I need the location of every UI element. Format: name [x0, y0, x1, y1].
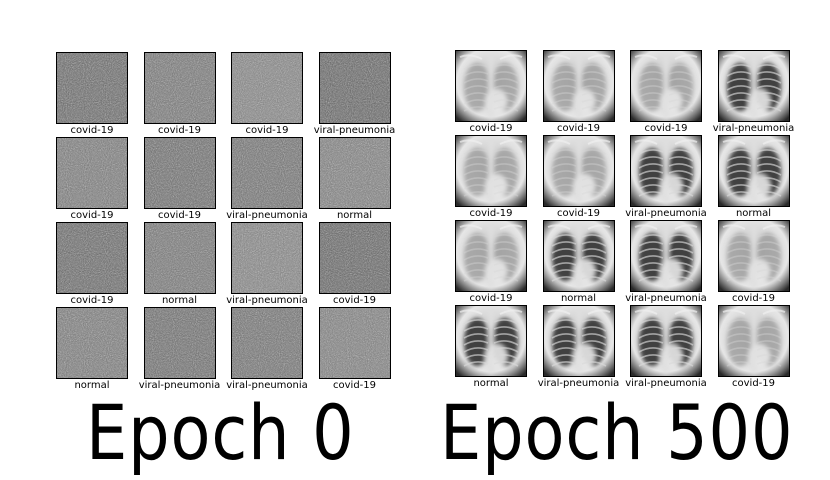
class-label: covid-19 [333, 295, 376, 306]
image-tile: normal [143, 222, 216, 306]
class-label: viral-pneumonia [313, 125, 396, 136]
chest-xray-image [630, 220, 702, 292]
image-tile: covid-19 [143, 137, 216, 221]
class-label: normal [735, 208, 772, 219]
image-tile: covid-19 [56, 222, 128, 306]
image-tile: viral-pneumonia [139, 307, 220, 391]
noise-image [231, 222, 303, 294]
image-tile: viral-pneumonia [625, 220, 707, 304]
class-label: covid-19 [732, 378, 775, 389]
image-tile: covid-19 [717, 305, 790, 389]
class-label: covid-19 [70, 295, 114, 306]
class-label: viral-pneumonia [226, 380, 308, 391]
noise-image [318, 52, 391, 124]
image-tile: viral-pneumonia [314, 52, 395, 136]
class-label: covid-19 [333, 380, 376, 391]
image-tile: viral-pneumonia [625, 305, 707, 389]
chest-xray-image [455, 305, 527, 377]
image-tile: viral-pneumonia [538, 305, 619, 389]
image-tile: covid-19 [717, 220, 790, 304]
image-tile: normal [56, 307, 128, 391]
class-label: covid-19 [70, 125, 114, 136]
chest-xray-image [542, 50, 615, 122]
class-label: covid-19 [557, 123, 600, 134]
chest-xray-image [717, 220, 790, 292]
chest-xray-image [630, 135, 702, 207]
chest-xray-image [542, 220, 615, 292]
image-tile: normal [717, 135, 790, 219]
image-tile: viral-pneumonia [713, 50, 794, 134]
chest-xray-image [455, 135, 527, 207]
image-tile: covid-19 [542, 135, 615, 219]
class-label: covid-19 [245, 125, 289, 136]
class-label: viral-pneumonia [537, 378, 620, 389]
chest-xray-image [630, 305, 702, 377]
class-label: covid-19 [158, 210, 201, 221]
noise-image [56, 137, 128, 209]
image-tile: viral-pneumonia [226, 222, 308, 306]
class-label: normal [560, 293, 597, 304]
image-tile: covid-19 [542, 50, 615, 134]
image-tile: covid-19 [455, 135, 527, 219]
image-tile: covid-19 [455, 50, 527, 134]
class-label: covid-19 [158, 125, 201, 136]
class-label: viral-pneumonia [625, 378, 707, 389]
chest-xray-image [455, 220, 527, 292]
image-tile: covid-19 [318, 307, 391, 391]
chest-xray-image [542, 135, 615, 207]
class-label: covid-19 [469, 123, 513, 134]
class-label: viral-pneumonia [138, 380, 221, 391]
image-tile: viral-pneumonia [226, 137, 308, 221]
noise-image [231, 307, 303, 379]
noise-image [143, 307, 216, 379]
chest-xray-image [717, 135, 790, 207]
class-label: normal [336, 210, 373, 221]
class-label: normal [74, 380, 110, 391]
class-label: viral-pneumonia [712, 123, 795, 134]
noise-image [318, 137, 391, 209]
image-tile: covid-19 [143, 52, 216, 136]
class-label: viral-pneumonia [625, 293, 707, 304]
class-label: covid-19 [469, 208, 513, 219]
noise-image [56, 222, 128, 294]
epoch-500-caption: Epoch 500 [440, 388, 794, 477]
chest-xray-image [717, 305, 790, 377]
image-tile: normal [455, 305, 527, 389]
chest-xray-image [542, 305, 615, 377]
class-label: covid-19 [469, 293, 513, 304]
image-tile: covid-19 [630, 50, 702, 134]
image-tile: viral-pneumonia [226, 307, 308, 391]
image-tile: covid-19 [56, 52, 128, 136]
noise-image [231, 137, 303, 209]
chest-xray-image [717, 50, 790, 122]
image-tile: covid-19 [455, 220, 527, 304]
class-label: covid-19 [70, 210, 114, 221]
image-tile: normal [318, 137, 391, 221]
noise-image [143, 52, 216, 124]
image-tile: covid-19 [56, 137, 128, 221]
class-label: covid-19 [557, 208, 600, 219]
class-label: viral-pneumonia [625, 208, 707, 219]
chest-xray-image [455, 50, 527, 122]
epoch-0-caption: Epoch 0 [86, 388, 355, 477]
chest-xray-image [630, 50, 702, 122]
noise-image [231, 52, 303, 124]
class-label: covid-19 [644, 123, 688, 134]
class-label: viral-pneumonia [226, 210, 308, 221]
noise-image [143, 222, 216, 294]
class-label: viral-pneumonia [226, 295, 308, 306]
class-label: normal [161, 295, 198, 306]
image-tile: covid-19 [318, 222, 391, 306]
class-label: normal [473, 378, 509, 389]
noise-image [318, 307, 391, 379]
noise-image [56, 52, 128, 124]
image-tile: covid-19 [231, 52, 303, 136]
noise-image [56, 307, 128, 379]
noise-image [318, 222, 391, 294]
class-label: covid-19 [732, 293, 775, 304]
image-tile: normal [542, 220, 615, 304]
image-tile: viral-pneumonia [625, 135, 707, 219]
noise-image [143, 137, 216, 209]
